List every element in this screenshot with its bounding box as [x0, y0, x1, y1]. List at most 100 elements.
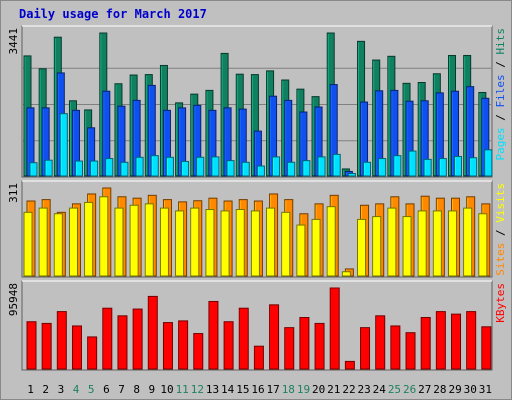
x-tick-label-day-25: 25: [388, 383, 401, 396]
bar-kbytes-day-18: [284, 327, 295, 370]
bar-visits-day-8: [129, 204, 139, 277]
bar-pages-day-10-body: [165, 156, 174, 177]
bar-pages-day-22-body: [347, 173, 356, 177]
bar-pages-day-25-body: [393, 155, 402, 177]
legend-entry: Sites: [494, 243, 507, 276]
x-tick-label-day-28: 28: [433, 383, 446, 396]
bar-visits-day-6: [99, 196, 109, 277]
bar-pages-day-4: [74, 160, 83, 177]
bar-pages-day-31-body: [484, 149, 493, 177]
bar-visits-day-29-body: [448, 210, 458, 277]
bar-pages-day-26: [408, 150, 417, 177]
bar-kbytes-day-26-body: [405, 332, 416, 370]
bar-kbytes-day-22-body: [344, 360, 355, 370]
bar-visits-day-11-body: [175, 210, 185, 277]
bar-visits-day-2-body: [38, 207, 48, 277]
bar-visits-day-30-body: [463, 207, 473, 277]
bar-pages-day-8: [135, 156, 144, 177]
bar-visits-day-3: [53, 213, 63, 277]
bar-visits-day-16: [250, 210, 260, 277]
bar-kbytes-day-17-body: [269, 304, 280, 370]
x-tick-label-day-10: 10: [160, 383, 173, 396]
bar-visits-day-25-body: [387, 207, 397, 277]
x-tick-label-day-14: 14: [221, 383, 235, 396]
bar-kbytes-day-28-body: [435, 311, 446, 370]
x-tick-label-day-29: 29: [448, 383, 461, 396]
bar-visits-day-1-body: [23, 211, 33, 277]
bar-visits-day-9: [144, 203, 154, 277]
x-tick-label-day-16: 16: [251, 383, 264, 396]
bar-pages-day-3: [59, 113, 68, 177]
bar-pages-day-16-body: [256, 165, 265, 177]
bar-visits-day-13: [205, 209, 215, 277]
y-max-label-bottom: 95948: [7, 283, 20, 316]
bar-kbytes-day-2-body: [41, 322, 52, 370]
bar-kbytes-day-10: [162, 322, 173, 370]
bar-visits-day-3-body: [53, 213, 63, 277]
bar-kbytes-day-8: [132, 308, 143, 370]
bar-kbytes-day-18-body: [284, 327, 295, 370]
bar-kbytes-day-6: [102, 307, 113, 370]
chart-title: Daily usage for March 2017: [19, 7, 207, 21]
bar-kbytes-day-13-body: [208, 300, 219, 370]
bar-pages-day-1-body: [29, 162, 38, 177]
bar-visits-day-5-body: [84, 201, 94, 277]
bar-pages-day-17-body: [272, 156, 281, 177]
bar-pages-day-11: [181, 160, 190, 177]
bar-visits-day-18: [281, 211, 291, 277]
bar-kbytes-day-25: [390, 325, 401, 370]
bar-visits-day-19: [296, 224, 306, 277]
bar-kbytes-day-14: [223, 321, 234, 370]
side-legend-middle: Sites / Visits: [494, 183, 507, 276]
x-tick-label-day-19: 19: [297, 383, 310, 396]
bar-visits-day-4-body: [68, 207, 78, 277]
bar-visits-day-28-body: [432, 210, 442, 277]
bar-pages-day-27: [423, 158, 432, 177]
bar-pages-day-4-body: [74, 160, 83, 177]
x-tick-label-day-6: 6: [103, 383, 110, 396]
bar-kbytes-day-12-body: [193, 333, 204, 370]
bar-visits-day-25: [387, 207, 397, 277]
bar-kbytes-day-28: [435, 311, 446, 370]
bar-visits-day-10-body: [159, 207, 169, 277]
bar-visits-day-20: [311, 218, 321, 277]
bar-kbytes-day-1: [26, 321, 37, 370]
bar-kbytes-day-5-body: [87, 336, 98, 370]
bar-pages-day-5-body: [90, 160, 99, 177]
bar-pages-day-20: [317, 156, 326, 177]
bar-pages-day-12: [196, 156, 205, 177]
bar-kbytes-day-20-body: [314, 322, 325, 370]
bar-visits-day-15-body: [235, 209, 245, 277]
bar-kbytes-day-30: [466, 311, 477, 370]
x-tick-label-day-2: 2: [42, 383, 49, 396]
x-tick-label-day-27: 27: [418, 383, 431, 396]
bar-kbytes-day-2: [41, 322, 52, 370]
x-tick-label-day-30: 30: [464, 383, 477, 396]
bar-pages-day-13-body: [211, 156, 220, 177]
bar-pages-day-5: [90, 160, 99, 177]
bar-pages-day-9: [150, 155, 159, 177]
bar-visits-day-30: [463, 207, 473, 277]
x-tick-label-day-24: 24: [373, 383, 387, 396]
bar-kbytes-day-14-body: [223, 321, 234, 370]
bar-kbytes-day-11: [178, 320, 189, 370]
bar-visits-day-18-body: [281, 211, 291, 277]
bar-pages-day-16: [256, 165, 265, 177]
bar-visits-day-23: [357, 218, 367, 277]
bar-pages-day-7: [120, 161, 129, 177]
bar-pages-day-24: [378, 158, 387, 177]
bar-visits-day-10: [159, 207, 169, 277]
bar-pages-day-19: [302, 160, 311, 177]
bar-kbytes-day-7: [117, 315, 128, 370]
bar-kbytes-day-7-body: [117, 315, 128, 370]
bar-visits-day-13-body: [205, 209, 215, 277]
bar-pages-day-2: [44, 159, 53, 177]
bar-visits-day-31: [478, 213, 488, 277]
legend-entry: /: [494, 223, 507, 243]
bar-kbytes-day-13: [208, 300, 219, 370]
bar-pages-day-17: [272, 156, 281, 177]
bar-visits-day-9-body: [144, 203, 154, 277]
x-tick-label-day-8: 8: [133, 383, 140, 396]
bar-kbytes-day-9-body: [147, 295, 158, 370]
bar-visits-day-19-body: [296, 224, 306, 277]
